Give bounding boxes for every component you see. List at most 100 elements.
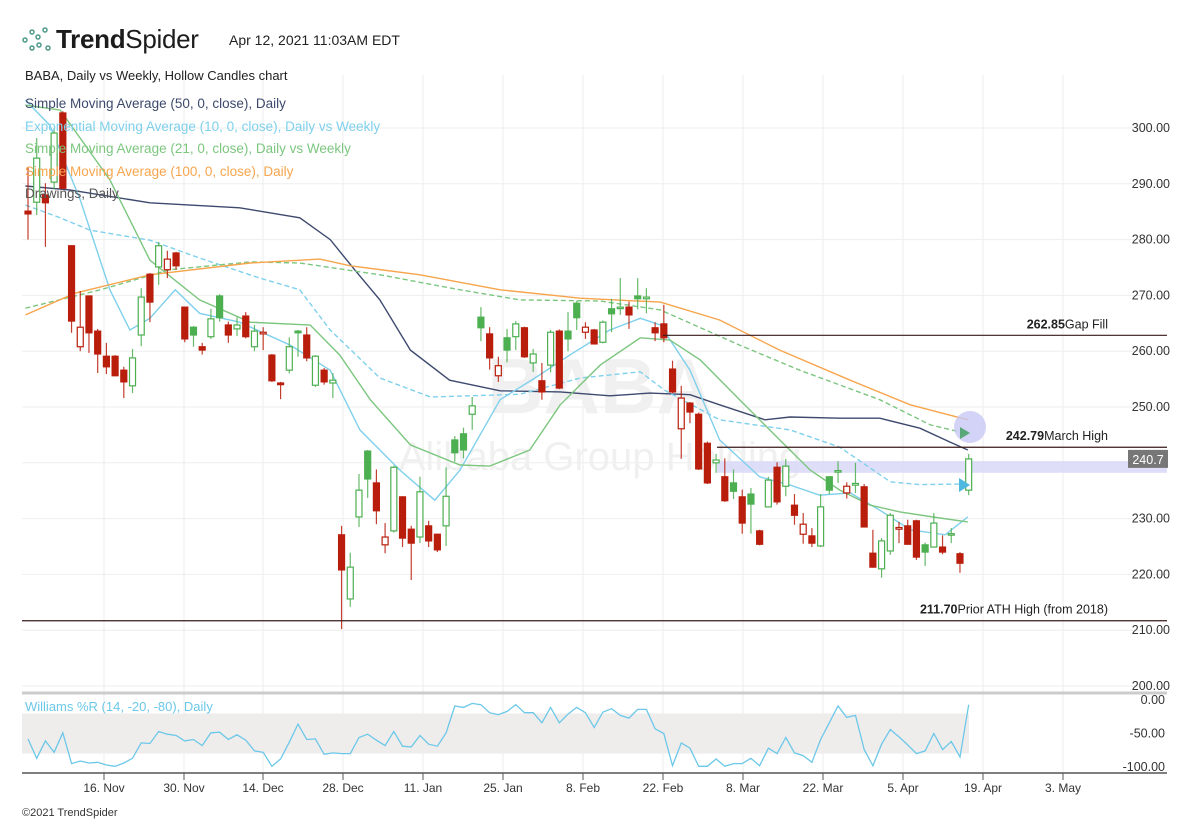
candle[interactable]	[607, 298, 616, 333]
candle[interactable]	[451, 436, 459, 462]
candle[interactable]	[494, 356, 502, 382]
candle[interactable]	[520, 326, 529, 358]
candle[interactable]	[764, 476, 772, 508]
candle[interactable]	[285, 337, 293, 374]
candle[interactable]	[137, 288, 145, 347]
candle[interactable]	[634, 278, 642, 310]
candle[interactable]	[276, 381, 285, 400]
candle[interactable]	[590, 328, 598, 345]
candle[interactable]	[102, 342, 110, 375]
candle[interactable]	[163, 250, 171, 279]
candle[interactable]	[677, 385, 685, 459]
candle[interactable]	[459, 427, 468, 459]
candle[interactable]	[416, 476, 424, 544]
candle[interactable]	[24, 167, 32, 240]
candle[interactable]	[355, 473, 363, 527]
candle[interactable]	[599, 320, 607, 344]
candle[interactable]	[930, 513, 938, 548]
candle[interactable]	[111, 355, 119, 377]
candle[interactable]	[120, 366, 128, 399]
candle[interactable]	[965, 453, 973, 496]
candle[interactable]	[573, 300, 581, 330]
candle[interactable]	[642, 288, 651, 314]
candle[interactable]	[912, 519, 921, 560]
candle[interactable]	[41, 183, 50, 247]
candle[interactable]	[747, 487, 755, 534]
candle[interactable]	[834, 461, 842, 483]
candle[interactable]	[921, 542, 929, 567]
candle[interactable]	[50, 128, 58, 190]
candle[interactable]	[564, 312, 572, 352]
candle[interactable]	[729, 469, 738, 500]
candle[interactable]	[172, 251, 180, 270]
candle[interactable]	[85, 295, 93, 353]
candle[interactable]	[904, 519, 912, 545]
candle[interactable]	[128, 348, 137, 394]
candle[interactable]	[242, 312, 250, 339]
candle[interactable]	[381, 523, 389, 554]
candle[interactable]	[320, 367, 328, 385]
candle[interactable]	[538, 362, 546, 400]
candle[interactable]	[181, 306, 189, 343]
legend-ema10[interactable]: Exponential Moving Average (10, 0, close…	[25, 119, 381, 134]
candle[interactable]	[224, 321, 232, 343]
candle[interactable]	[546, 329, 555, 373]
williams-r-label[interactable]: Williams %R (14, -20, -80), Daily	[25, 699, 213, 714]
candle[interactable]	[407, 525, 415, 580]
candle[interactable]	[372, 469, 380, 525]
candle[interactable]	[146, 273, 154, 323]
candle[interactable]	[581, 322, 590, 339]
candle[interactable]	[503, 328, 511, 363]
candle[interactable]	[268, 353, 276, 382]
candle[interactable]	[59, 111, 67, 190]
candle[interactable]	[294, 329, 302, 357]
candle[interactable]	[668, 360, 677, 394]
candle[interactable]	[756, 529, 764, 546]
candle[interactable]	[477, 307, 485, 342]
candle[interactable]	[398, 496, 407, 548]
candle[interactable]	[468, 396, 476, 430]
candle[interactable]	[442, 467, 450, 546]
candle[interactable]	[712, 453, 720, 473]
candle[interactable]	[721, 458, 729, 502]
candle[interactable]	[233, 317, 241, 337]
candle[interactable]	[782, 458, 790, 497]
candle[interactable]	[695, 412, 703, 471]
candle[interactable]	[207, 308, 215, 339]
candle[interactable]	[364, 449, 372, 498]
legend-sma100[interactable]: Simple Moving Average (100, 0, close), D…	[25, 164, 294, 179]
candle[interactable]	[512, 321, 520, 351]
candle[interactable]	[625, 301, 633, 329]
candle[interactable]	[738, 489, 746, 534]
candle[interactable]	[76, 290, 84, 352]
candle[interactable]	[337, 525, 346, 630]
legend-drawings[interactable]: Drawings, Daily	[25, 186, 119, 201]
candle[interactable]	[259, 327, 267, 351]
candle[interactable]	[817, 494, 825, 548]
candle[interactable]	[860, 484, 868, 528]
legend-sma50[interactable]: Simple Moving Average (50, 0, close), Da…	[25, 96, 286, 111]
candle[interactable]	[155, 241, 163, 285]
candle[interactable]	[938, 535, 947, 555]
candle[interactable]	[895, 521, 903, 544]
candle[interactable]	[703, 441, 711, 485]
candle[interactable]	[869, 529, 877, 568]
candle[interactable]	[433, 533, 441, 553]
candle[interactable]	[390, 465, 398, 533]
candle[interactable]	[216, 294, 224, 322]
candle[interactable]	[311, 355, 320, 387]
candle[interactable]	[529, 348, 537, 372]
legend-sma21[interactable]: Simple Moving Average (21, 0, close), Da…	[25, 141, 351, 156]
candle[interactable]	[843, 482, 851, 499]
candle[interactable]	[773, 462, 781, 505]
candle[interactable]	[851, 462, 860, 493]
candle[interactable]	[799, 513, 807, 544]
candle[interactable]	[250, 324, 259, 352]
candle[interactable]	[346, 552, 354, 607]
candle[interactable]	[808, 528, 816, 548]
candle[interactable]	[616, 278, 624, 315]
candle[interactable]	[947, 528, 955, 544]
candle[interactable]	[67, 245, 76, 333]
candle[interactable]	[189, 326, 198, 347]
